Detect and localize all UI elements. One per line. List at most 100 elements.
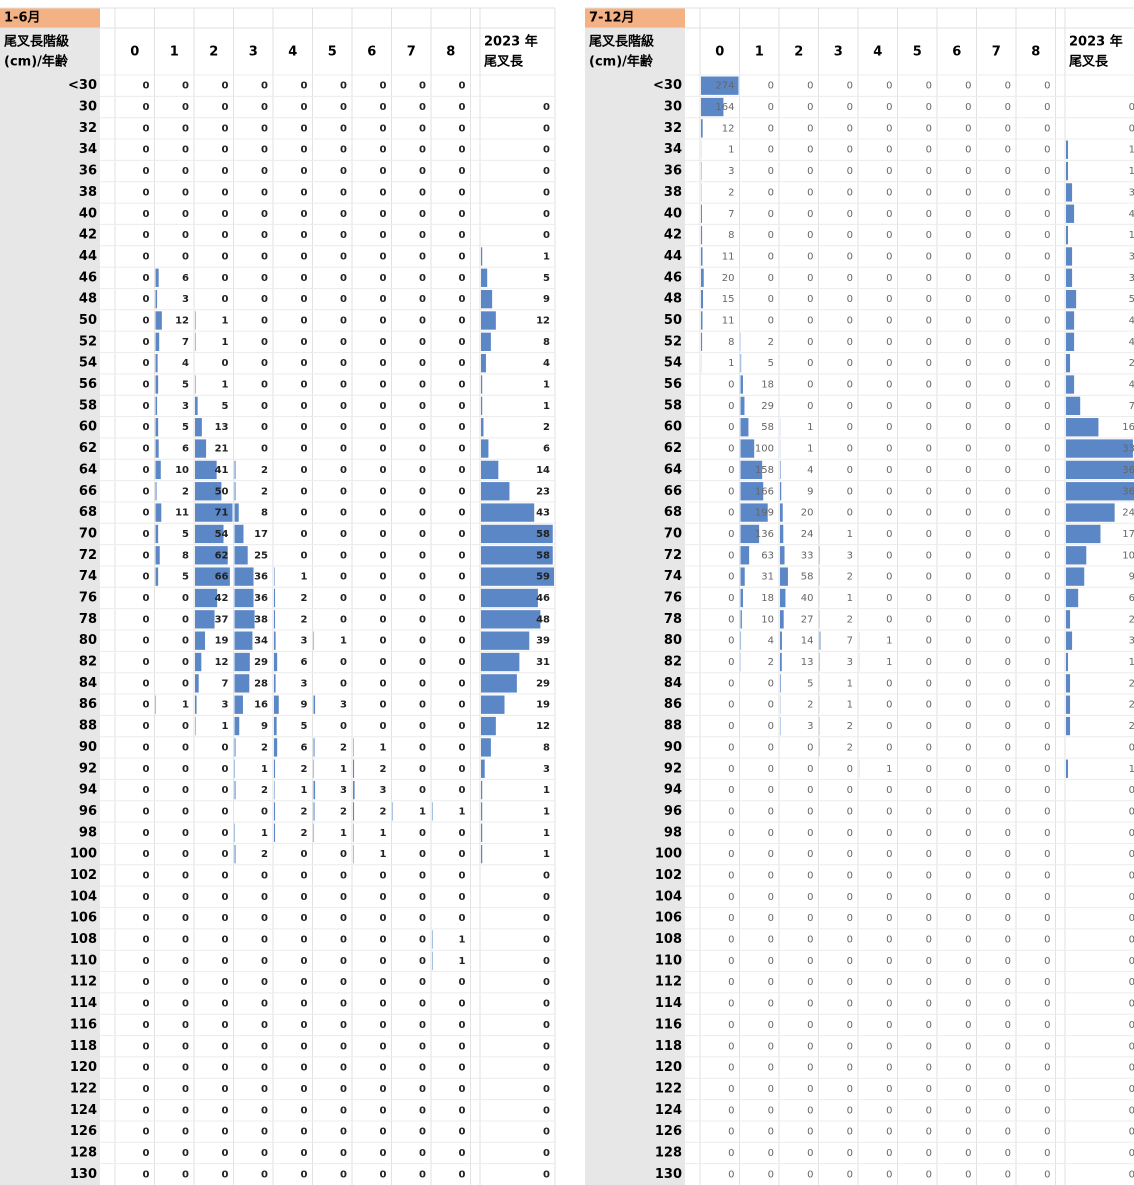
cell-value: 0 (965, 294, 971, 305)
cell-value: 0 (807, 358, 813, 369)
total-bar (1066, 289, 1077, 309)
cell-value: 8 (182, 550, 189, 561)
row-label: 72 (79, 548, 97, 563)
total-value: 36 (1122, 465, 1134, 476)
cell-value: 0 (1044, 999, 1050, 1010)
cell-value: 0 (261, 81, 268, 92)
cell-value: 0 (301, 273, 308, 284)
cell-value: 0 (728, 1084, 734, 1095)
data-bar (234, 610, 255, 629)
cell-value: 0 (1044, 145, 1050, 156)
cell-value: 0 (380, 123, 387, 134)
data-bar (353, 780, 355, 800)
cell-value: 0 (143, 337, 150, 348)
cell-value: 0 (1005, 614, 1011, 625)
data-bar (740, 375, 743, 394)
cell-value: 0 (847, 294, 853, 305)
cell-value: 0 (380, 422, 387, 433)
cell-value: 31 (761, 572, 774, 583)
cell-value: 0 (143, 1063, 150, 1074)
total-bar (1066, 716, 1071, 736)
cell-value: 0 (459, 1169, 466, 1180)
cell-value: 0 (143, 145, 150, 156)
cell-value: 0 (926, 657, 932, 668)
cell-value: 0 (340, 273, 347, 284)
cell-value: 6 (301, 742, 308, 753)
row-label: 124 (70, 1103, 97, 1118)
cell-value: 0 (768, 764, 774, 775)
data-bar (195, 610, 215, 629)
cell-value: 0 (728, 678, 734, 689)
cell-value: 9 (807, 486, 813, 497)
row-label: 118 (70, 1039, 97, 1054)
header-label: (cm)/年齢 (4, 54, 69, 70)
cell-value: 0 (419, 1105, 426, 1116)
cell-value: 0 (301, 444, 308, 455)
cell-value: 1 (380, 828, 387, 839)
cell-value: 0 (1005, 209, 1011, 220)
total-value: 7 (1129, 401, 1134, 412)
cell-value: 0 (1044, 913, 1050, 924)
cell-value: 41 (215, 465, 229, 476)
cell-value: 0 (807, 828, 813, 839)
cell-value: 5 (182, 422, 189, 433)
cell-value: 0 (728, 721, 734, 732)
cell-value: 3 (340, 700, 347, 711)
cell-value: 0 (847, 187, 853, 198)
cell-value: 2 (301, 828, 308, 839)
cell-value: 0 (886, 145, 892, 156)
cell-value: 0 (459, 315, 466, 326)
cell-value: 0 (728, 614, 734, 625)
cell-value: 0 (261, 1084, 268, 1095)
total-value: 0 (1129, 956, 1134, 967)
cell-value: 2 (728, 187, 734, 198)
row-label: 108 (70, 932, 97, 947)
cell-value: 8 (728, 230, 734, 241)
row-label: 88 (664, 719, 682, 734)
cell-value: 0 (965, 1105, 971, 1116)
cell-value: 0 (182, 1020, 189, 1031)
cell-value: 0 (301, 935, 308, 946)
data-bar (195, 524, 224, 544)
cell-value: 0 (926, 614, 932, 625)
cell-value: 24 (801, 529, 814, 540)
cell-value: 0 (965, 764, 971, 775)
data-bar (234, 503, 239, 522)
total-bar (1066, 396, 1081, 416)
cell-value: 0 (301, 337, 308, 348)
cell-value: 0 (965, 849, 971, 860)
data-bar (740, 546, 750, 565)
cell-value: 0 (965, 230, 971, 241)
total-value: 17 (1122, 529, 1134, 540)
cell-value: 0 (926, 892, 932, 903)
cell-value: 0 (182, 1127, 189, 1138)
cell-value: 0 (222, 892, 229, 903)
data-bar (195, 375, 196, 394)
cell-value: 0 (143, 273, 150, 284)
cell-value: 0 (847, 380, 853, 391)
row-label: 100 (70, 847, 97, 862)
cell-value: 0 (380, 380, 387, 391)
cell-value: 0 (340, 1169, 347, 1180)
total-value: 0 (543, 1127, 550, 1138)
cell-value: 0 (965, 422, 971, 433)
total-value: 0 (543, 913, 550, 924)
cell-value: 0 (807, 273, 813, 284)
total-bar (481, 503, 535, 522)
total-bar (481, 652, 520, 672)
cell-value: 0 (261, 401, 268, 412)
cell-value: 0 (459, 785, 466, 796)
total-value: 0 (1129, 1020, 1134, 1031)
cell-value: 0 (261, 102, 268, 113)
cell-value: 0 (965, 614, 971, 625)
cell-value: 0 (768, 1148, 774, 1159)
row-label: 62 (664, 441, 682, 456)
cell-value: 0 (728, 444, 734, 455)
total-header: 2023 年 (484, 34, 538, 50)
cell-value: 0 (419, 849, 426, 860)
data-bar (780, 588, 786, 608)
total-header: 2023 年 (1069, 34, 1123, 50)
data-bar (353, 802, 355, 821)
cell-value: 0 (1005, 1084, 1011, 1095)
data-bar (195, 546, 228, 565)
